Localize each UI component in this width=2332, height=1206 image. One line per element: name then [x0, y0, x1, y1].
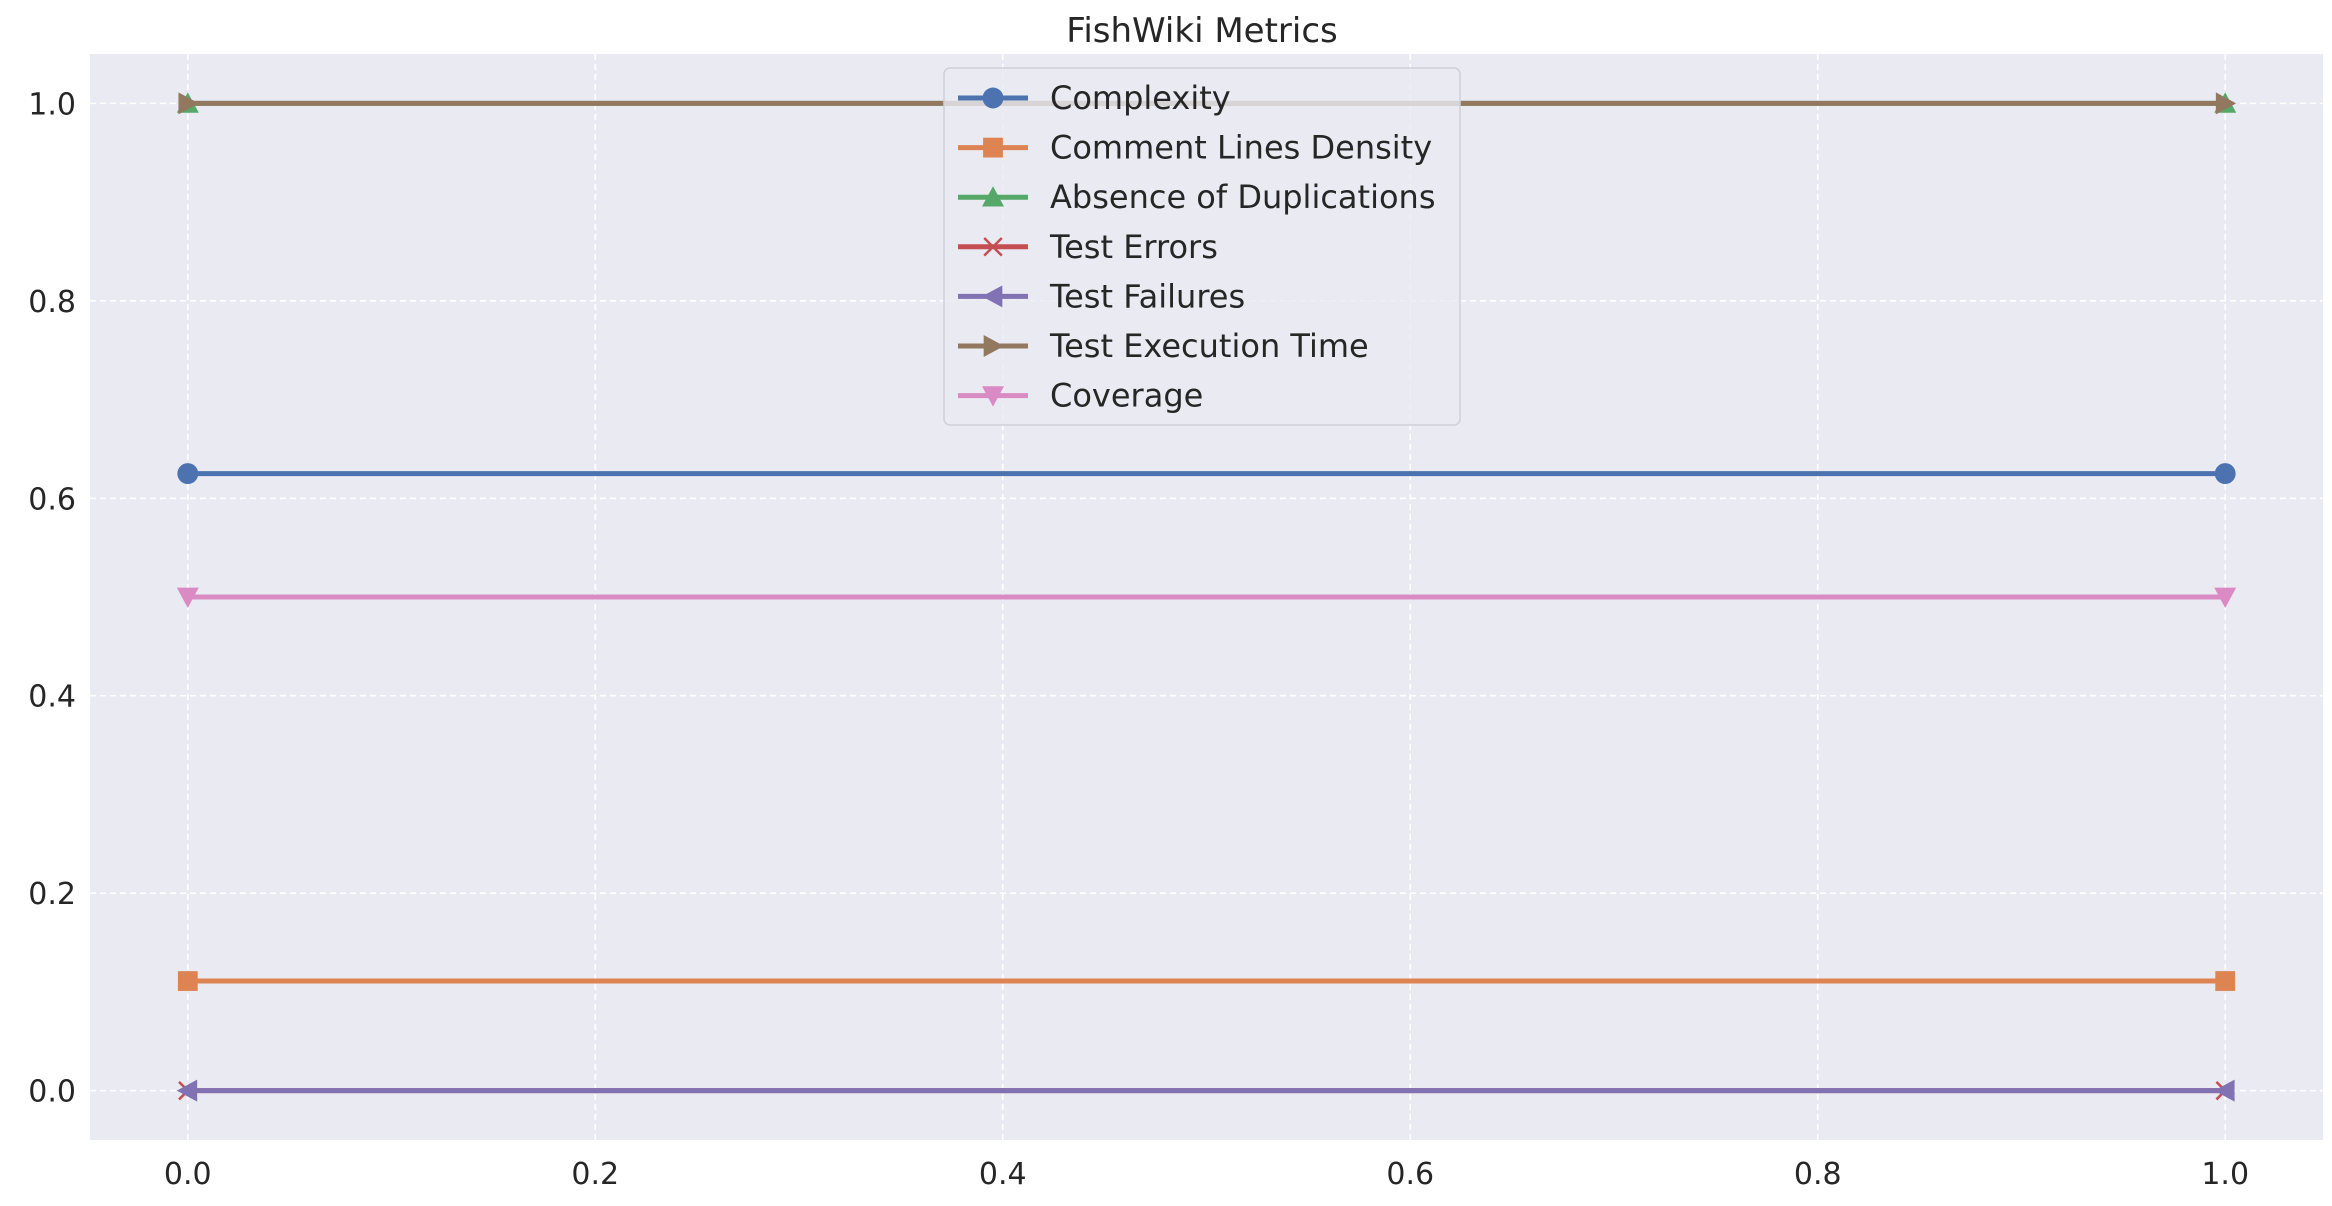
series-complexity	[177, 463, 2236, 485]
legend-marker	[983, 335, 1004, 357]
y-tick-label: 0.8	[28, 285, 76, 320]
x-tick-label: 0.2	[571, 1157, 619, 1192]
series-lines	[176, 92, 2237, 1102]
legend-box	[943, 67, 1461, 426]
data-point	[177, 463, 199, 485]
data-point	[178, 92, 199, 115]
chart-title: FishWiki Metrics	[1066, 11, 1337, 51]
series-test-failures	[176, 1079, 2235, 1102]
data-point	[2214, 1079, 2235, 1102]
legend-marker	[982, 87, 1004, 109]
x-tick-label: 0.0	[164, 1157, 212, 1192]
y-tick-labels: 0.0 0.2 0.4 0.6 0.8 1.0	[28, 87, 76, 1109]
legend-label: Test Execution Time	[1049, 327, 1369, 365]
y-tick-label: 0.4	[28, 680, 76, 715]
legend-marker	[982, 186, 1004, 207]
series-coverage	[176, 587, 2237, 608]
data-point	[176, 1079, 198, 1102]
legend-marker	[982, 386, 1004, 407]
data-point	[176, 587, 199, 608]
x-tick-label: 1.0	[2201, 1157, 2249, 1192]
legend-label: Test Errors	[1049, 228, 1218, 266]
legend-item: Test Failures	[958, 277, 1245, 315]
y-tick-label: 0.6	[28, 482, 76, 517]
y-tick-label: 1.0	[28, 87, 76, 122]
data-point	[177, 971, 198, 991]
x-tick-label: 0.6	[1386, 1157, 1434, 1192]
data-point	[2215, 971, 2236, 991]
legend-label: Test Failures	[1049, 277, 1245, 315]
legend-marker	[983, 237, 1003, 257]
legend-label: Coverage	[1050, 377, 1203, 415]
legend-marker	[983, 137, 1003, 158]
legend-item: Complexity	[958, 79, 1231, 117]
data-point	[2215, 92, 2237, 115]
legend-label: Absence of Duplications	[1050, 178, 1436, 216]
legend-label: Complexity	[1050, 79, 1231, 117]
legend-marker	[982, 285, 1003, 308]
legend-label: Comment Lines Density	[1050, 129, 1432, 167]
x-tick-labels: 0.0 0.2 0.4 0.6 0.8 1.0	[164, 1157, 2249, 1192]
legend-item: Test Execution Time	[958, 327, 1369, 365]
legend: Complexity Comment Lines Density Absence o…	[943, 67, 1461, 426]
y-tick-label: 0.0	[28, 1075, 76, 1110]
legend-item: Absence of Duplications	[958, 178, 1436, 216]
legend-item: Test Errors	[958, 228, 1218, 266]
legend-item: Coverage	[958, 377, 1203, 415]
y-tick-label: 0.2	[28, 877, 76, 912]
x-tick-label: 0.8	[1794, 1157, 1842, 1192]
x-tick-label: 0.4	[979, 1157, 1027, 1192]
legend-item: Comment Lines Density	[958, 129, 1432, 167]
data-point	[2214, 463, 2236, 485]
series-comment-lines-density	[177, 971, 2236, 991]
data-point	[2214, 587, 2237, 608]
